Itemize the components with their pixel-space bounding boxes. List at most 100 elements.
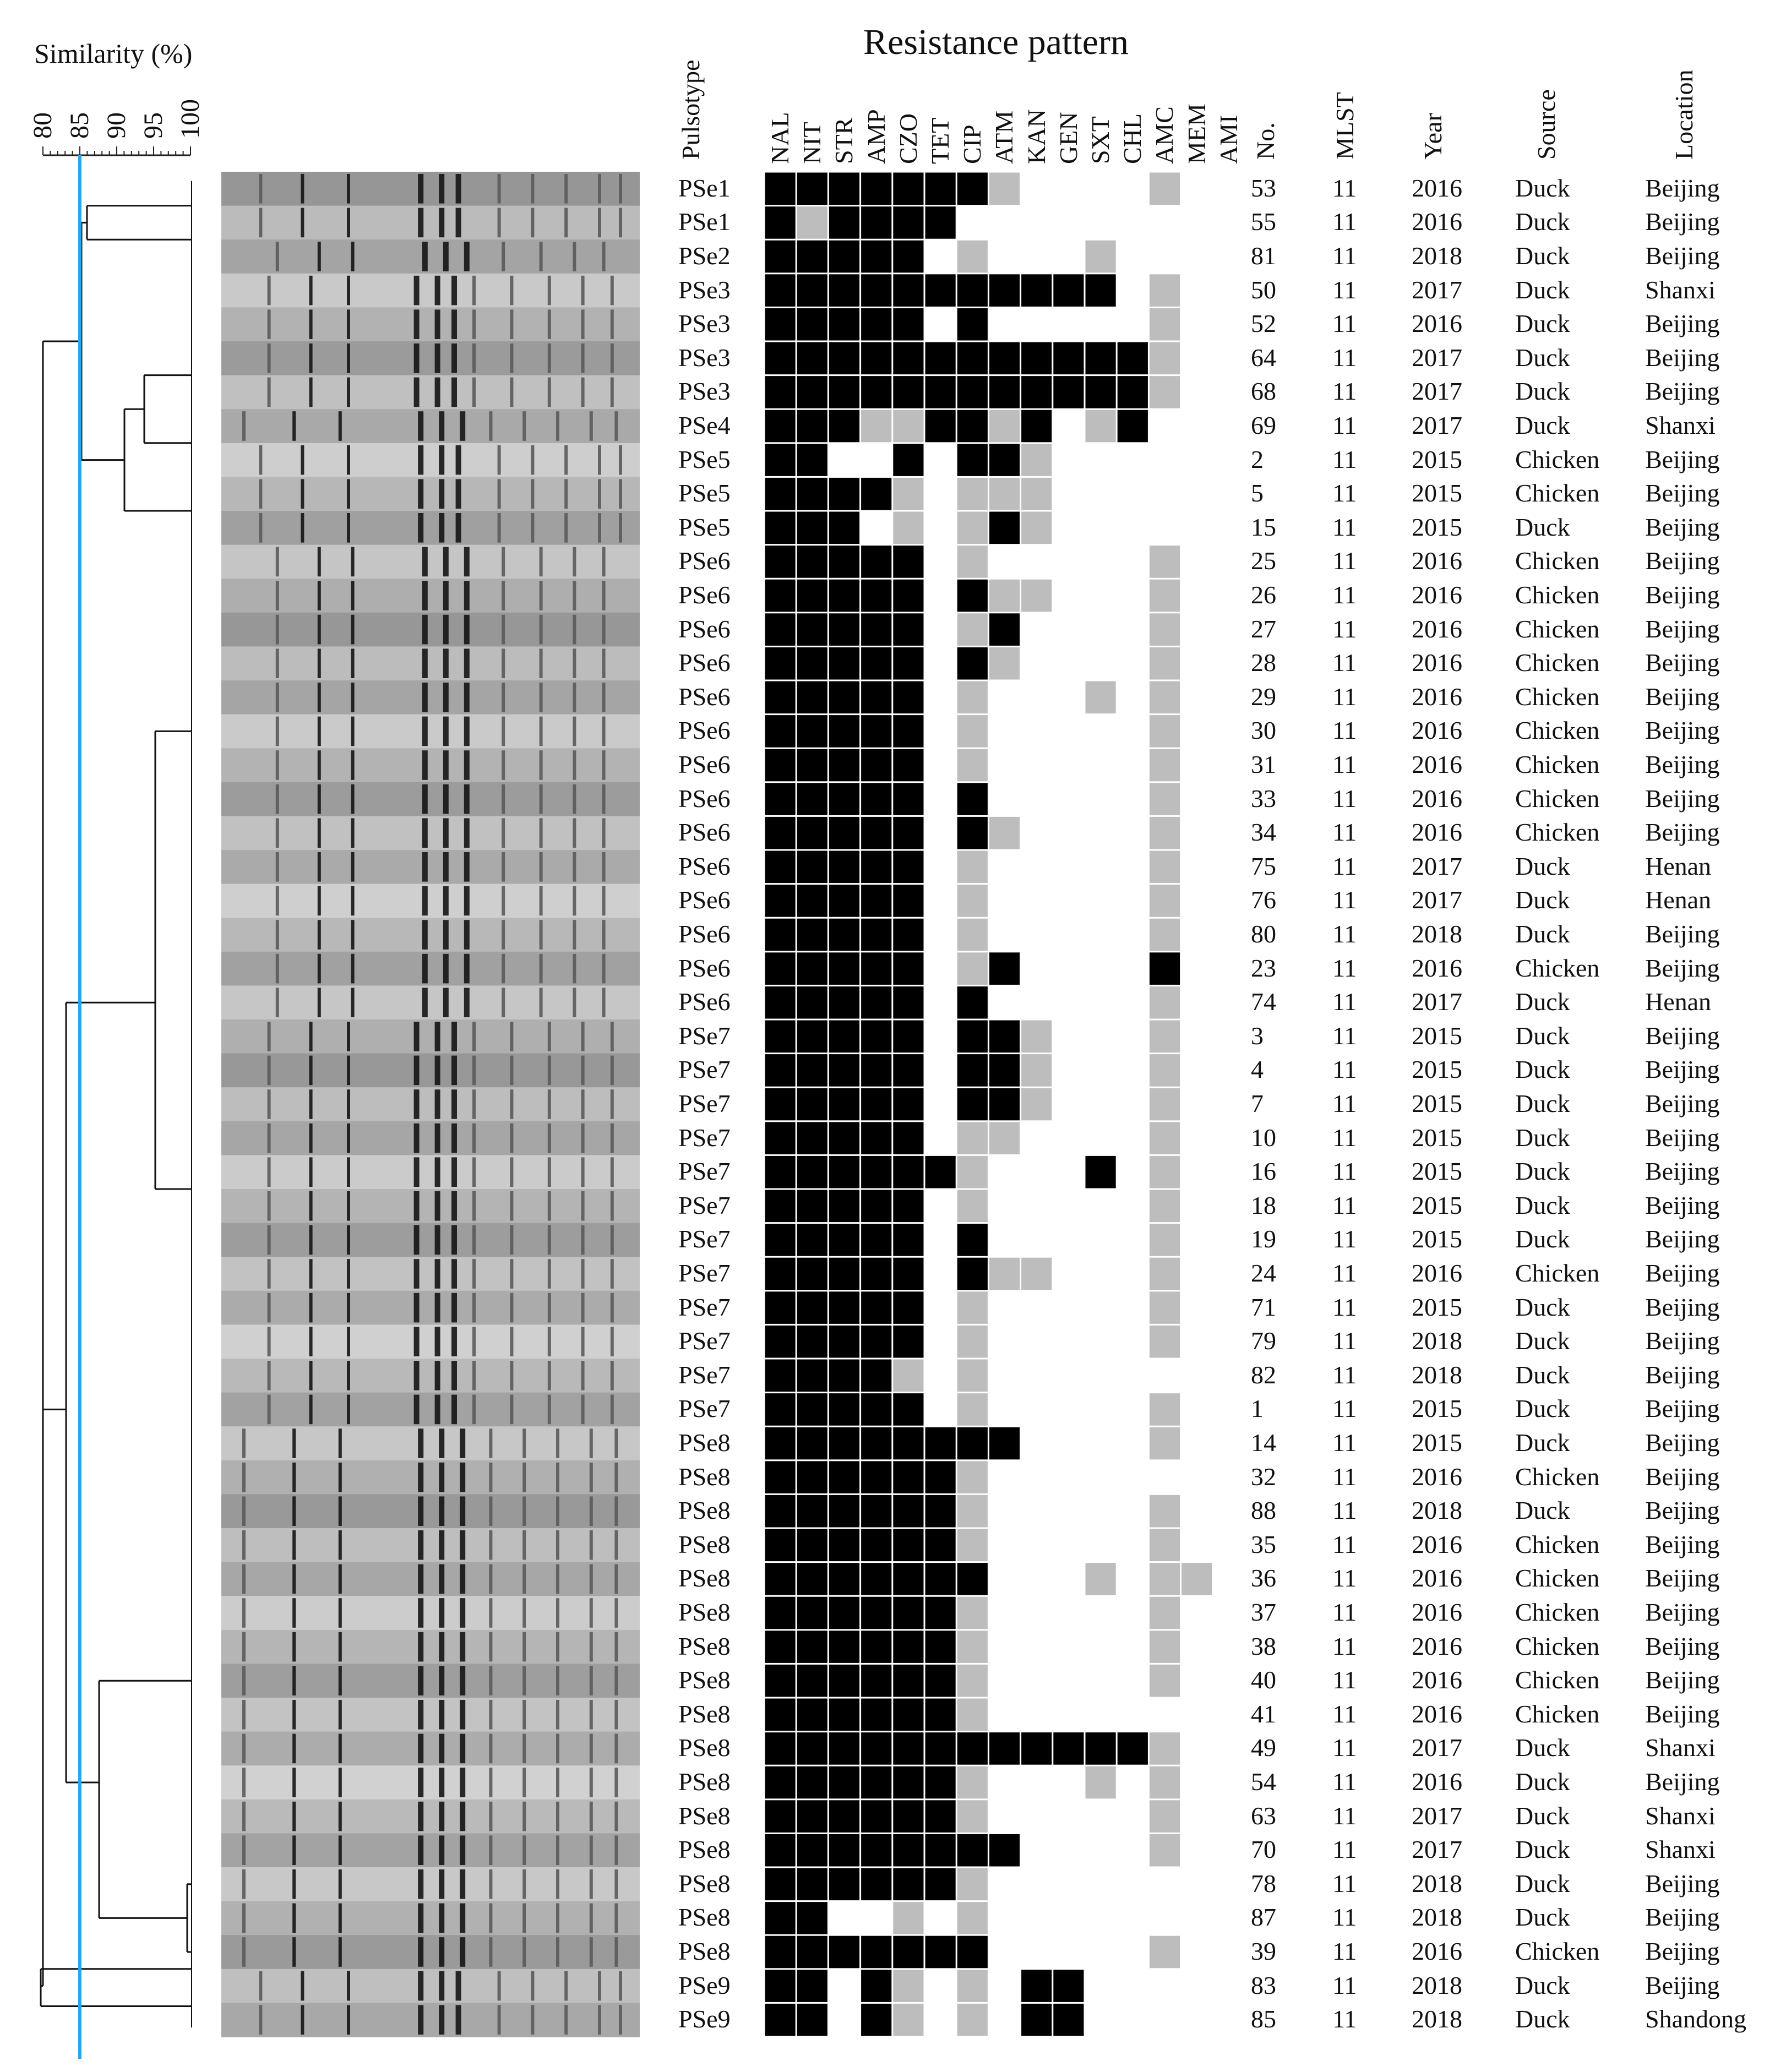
no-cell: 37	[1251, 1598, 1276, 1626]
source-cell: Duck	[1515, 1869, 1570, 1897]
gel-band	[531, 513, 535, 543]
resistance-cell	[957, 1190, 988, 1223]
gel-band	[522, 1428, 526, 1458]
resistance-cell	[893, 1393, 924, 1426]
resistance-cell	[765, 376, 796, 408]
gel-band	[614, 1768, 618, 1797]
gel-band	[589, 1496, 593, 1526]
gel-band	[439, 1835, 445, 1865]
resistance-cell	[861, 986, 892, 1019]
year-cell: 2015	[1412, 479, 1462, 508]
gel-band	[539, 784, 543, 814]
gel-band	[610, 309, 614, 339]
resistance-cell	[957, 986, 988, 1019]
resistance-cell	[957, 342, 988, 375]
no-cell: 24	[1251, 1259, 1276, 1287]
resistance-cell	[925, 376, 956, 408]
no-cell: 26	[1251, 581, 1276, 609]
resistance-cell	[1085, 1155, 1116, 1188]
resistance-cell	[893, 1461, 924, 1493]
source-cell: Chicken	[1515, 648, 1600, 677]
gel-band	[547, 1394, 551, 1425]
gel-band	[610, 1089, 614, 1119]
gel-band	[510, 1259, 514, 1289]
resistance-cell	[893, 952, 924, 985]
gel-band	[267, 1361, 271, 1391]
resistance-cell	[989, 1088, 1020, 1121]
gel-band	[267, 275, 271, 306]
resistance-cell	[1149, 1631, 1180, 1663]
resistance-cell	[893, 172, 924, 205]
resistance-cell	[797, 647, 827, 680]
resistance-cell	[829, 918, 860, 951]
gel-band	[347, 445, 350, 475]
mlst-cell: 11	[1332, 479, 1357, 508]
resistance-cell	[925, 1563, 956, 1595]
gel-band	[267, 309, 271, 339]
gel-band	[614, 1835, 618, 1865]
axis-tick-label: 85	[65, 112, 94, 139]
resistance-cell	[957, 410, 988, 443]
gel-band	[443, 886, 449, 916]
antibiotic-header-kan: KAN	[1022, 109, 1050, 164]
gel-band	[489, 1598, 493, 1628]
gel-band	[464, 920, 470, 950]
no-cell: 63	[1251, 1801, 1276, 1830]
location-cell: Beijing	[1645, 750, 1720, 778]
gel-band	[589, 1598, 593, 1628]
gel-band	[539, 953, 543, 984]
resistance-cell	[797, 715, 827, 748]
gel-band	[351, 953, 355, 984]
gel-band	[460, 1768, 466, 1797]
mlst-cell: 11	[1332, 1089, 1357, 1117]
gel-band	[338, 1598, 342, 1628]
gel-band	[439, 1733, 445, 1764]
gel-band	[351, 547, 355, 577]
resistance-cell	[1021, 1020, 1052, 1053]
resistance-cell	[1149, 613, 1180, 646]
gel-band	[614, 1903, 618, 1933]
source-cell: Chicken	[1515, 1564, 1600, 1593]
source-cell: Duck	[1515, 1360, 1570, 1389]
resistance-cell	[893, 1970, 924, 2002]
no-cell: 68	[1251, 377, 1276, 406]
gel-band	[309, 275, 313, 306]
gel-band	[556, 1666, 559, 1695]
mlst-cell: 11	[1332, 750, 1357, 778]
resistance-cell	[1149, 1054, 1180, 1087]
resistance-cell	[765, 1631, 796, 1663]
gel-band	[602, 920, 606, 950]
gel-band	[338, 1768, 342, 1797]
resistance-cell	[925, 172, 956, 205]
gel-band	[451, 1089, 457, 1119]
source-cell: Chicken	[1515, 445, 1600, 473]
gel-band	[460, 1530, 466, 1560]
location-cell: Beijing	[1645, 682, 1720, 711]
pulsotype-cell: PSe1	[678, 173, 731, 202]
gel-band	[619, 445, 622, 475]
no-cell: 33	[1251, 784, 1276, 813]
gel-band	[267, 377, 271, 407]
gel-lane	[221, 1019, 640, 1054]
gel-band	[443, 784, 449, 814]
gel-band	[472, 1157, 476, 1187]
gel-band	[610, 1225, 614, 1255]
antibiotic-header-sxt: SXT	[1086, 116, 1114, 164]
mlst-cell: 11	[1332, 818, 1357, 847]
mlst-cell: 11	[1332, 920, 1357, 948]
resistance-cell	[893, 1155, 924, 1188]
year-cell: 2017	[1412, 1733, 1462, 1762]
gel-band	[439, 1632, 445, 1662]
gel-band	[259, 174, 263, 204]
gel-band	[547, 377, 551, 407]
gel-band	[351, 242, 355, 271]
resistance-cell	[893, 1054, 924, 1087]
gel-band	[317, 716, 321, 746]
gel-band	[497, 2005, 501, 2035]
resistance-cell	[797, 274, 827, 307]
pulsotype-cell: PSe6	[678, 953, 731, 982]
resistance-cell	[797, 1800, 827, 1833]
resistance-cell	[925, 1698, 956, 1731]
pulsotype-cell: PSe4	[678, 411, 731, 439]
no-cell: 74	[1251, 988, 1276, 1016]
